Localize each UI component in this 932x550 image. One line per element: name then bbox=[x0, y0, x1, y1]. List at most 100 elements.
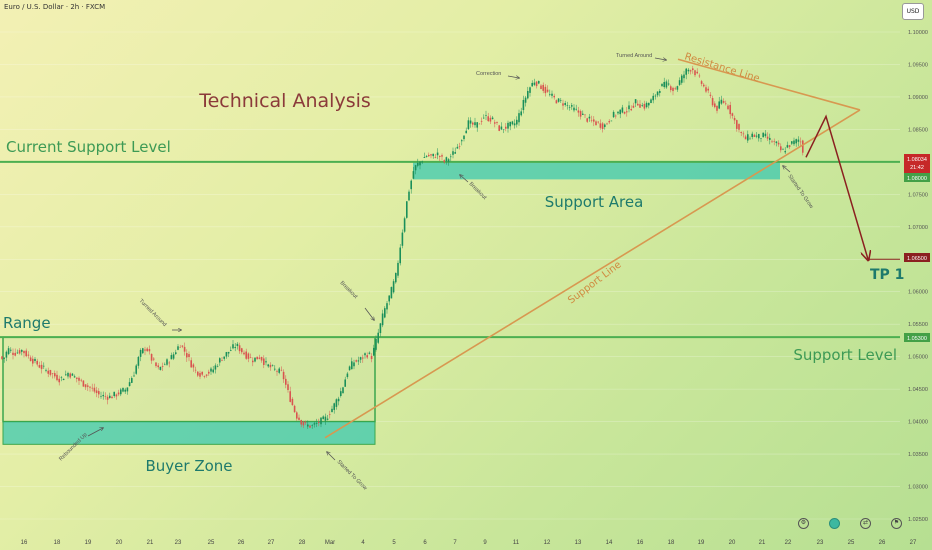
x-tick-label: 19 bbox=[85, 540, 92, 546]
y-tick-label: 1.07500 bbox=[908, 192, 928, 198]
candle-body bbox=[170, 355, 173, 360]
y-tick-label: 1.04000 bbox=[908, 420, 928, 426]
candle-body bbox=[311, 425, 313, 426]
support-area-label: Support Area bbox=[545, 193, 644, 211]
candle-body bbox=[183, 346, 186, 352]
candle-body bbox=[480, 120, 483, 122]
candle-body bbox=[212, 369, 214, 373]
candle-body bbox=[423, 157, 426, 158]
candle-body bbox=[401, 232, 404, 246]
settings-icon[interactable]: ⚙ bbox=[798, 518, 809, 529]
candle-body bbox=[36, 360, 38, 365]
candle-body bbox=[269, 364, 272, 368]
candle-body bbox=[637, 103, 639, 106]
candle-body bbox=[753, 134, 756, 137]
x-tick-label: 11 bbox=[513, 540, 520, 546]
candle-body bbox=[441, 155, 443, 157]
candle-body bbox=[3, 357, 5, 359]
candle-body bbox=[509, 121, 511, 127]
candle-body bbox=[597, 121, 599, 123]
candle-body bbox=[159, 366, 162, 370]
buyer-zone bbox=[2, 421, 376, 445]
candle-body bbox=[802, 140, 804, 153]
candle-body bbox=[560, 100, 562, 101]
candle-body bbox=[751, 133, 753, 137]
candle-body bbox=[672, 87, 674, 92]
candle-body bbox=[628, 105, 630, 110]
currency-button[interactable]: USD bbox=[902, 3, 924, 20]
candle-body bbox=[337, 398, 340, 402]
candle-body bbox=[769, 137, 771, 140]
x-tick-label: 16 bbox=[21, 540, 28, 546]
candle-body bbox=[47, 370, 49, 374]
candle-body bbox=[520, 111, 522, 116]
candle-body bbox=[7, 348, 10, 355]
x-tick-label: 18 bbox=[54, 540, 61, 546]
candle-body bbox=[274, 368, 276, 370]
candle-body bbox=[45, 369, 47, 371]
x-tick-label: 18 bbox=[668, 540, 675, 546]
candle-body bbox=[656, 91, 659, 96]
candle-body bbox=[14, 352, 16, 356]
candle-body bbox=[487, 116, 489, 122]
x-tick-label: Mar bbox=[325, 540, 335, 546]
candle-body bbox=[694, 70, 696, 76]
candle-body bbox=[777, 142, 780, 145]
candle-body bbox=[740, 132, 742, 133]
candle-body bbox=[564, 103, 566, 105]
time-axis: 16 18 19 20 21 23 25 26 27 28 Mar 4 5 6 7 9 11 12 13 14 16 18… bbox=[21, 540, 917, 546]
candle-body bbox=[707, 88, 709, 91]
candle-body bbox=[280, 369, 283, 371]
candle-body bbox=[498, 125, 500, 131]
candle-body bbox=[709, 94, 712, 96]
candle-body bbox=[720, 99, 723, 104]
candle-body bbox=[573, 107, 575, 111]
candle-body bbox=[340, 391, 342, 396]
candle-body bbox=[186, 353, 188, 358]
candle-body bbox=[69, 373, 71, 378]
compare-icon[interactable]: ⇄ bbox=[860, 518, 871, 529]
candle-body bbox=[511, 121, 514, 125]
tp1-label: TP 1 bbox=[870, 267, 904, 283]
candle-body bbox=[434, 157, 437, 158]
candle-body bbox=[258, 357, 261, 359]
candle-body bbox=[65, 374, 67, 376]
candle-body bbox=[43, 365, 45, 367]
candle-body bbox=[177, 346, 179, 350]
candle-body bbox=[318, 422, 320, 424]
candle-body bbox=[623, 111, 626, 114]
candle-body bbox=[392, 281, 395, 293]
candle-body bbox=[12, 352, 14, 355]
candle-body bbox=[166, 359, 168, 365]
x-tick-label: 25 bbox=[848, 540, 855, 546]
candle-body bbox=[791, 141, 793, 144]
y-tick-label: 1.05000 bbox=[908, 355, 928, 361]
candle-body bbox=[736, 120, 738, 129]
x-tick-label: 25 bbox=[208, 540, 215, 546]
candle-body bbox=[238, 345, 241, 352]
x-tick-label: 14 bbox=[606, 540, 613, 546]
candle-body bbox=[685, 68, 687, 75]
candle-body bbox=[593, 119, 595, 122]
flag-icon[interactable]: ⚑ bbox=[891, 518, 902, 529]
candle-body bbox=[133, 375, 135, 377]
x-tick-label: 4 bbox=[361, 540, 365, 546]
x-tick-label: 20 bbox=[116, 540, 123, 546]
candle-body bbox=[289, 391, 291, 402]
candle-body bbox=[51, 373, 54, 374]
candle-body bbox=[175, 352, 177, 354]
x-tick-label: 20 bbox=[729, 540, 736, 546]
candle-body bbox=[588, 116, 591, 119]
theme-icon[interactable] bbox=[829, 518, 840, 529]
support-area-zone bbox=[413, 161, 780, 180]
candle-body bbox=[348, 366, 351, 371]
candle-body bbox=[320, 417, 322, 425]
candle-body bbox=[82, 380, 85, 387]
candle-body bbox=[210, 368, 212, 372]
candle-body bbox=[219, 358, 221, 363]
candle-body bbox=[762, 132, 764, 138]
candle-body bbox=[529, 87, 531, 93]
candle-body bbox=[16, 352, 19, 354]
correction-label: Correction bbox=[476, 71, 501, 77]
